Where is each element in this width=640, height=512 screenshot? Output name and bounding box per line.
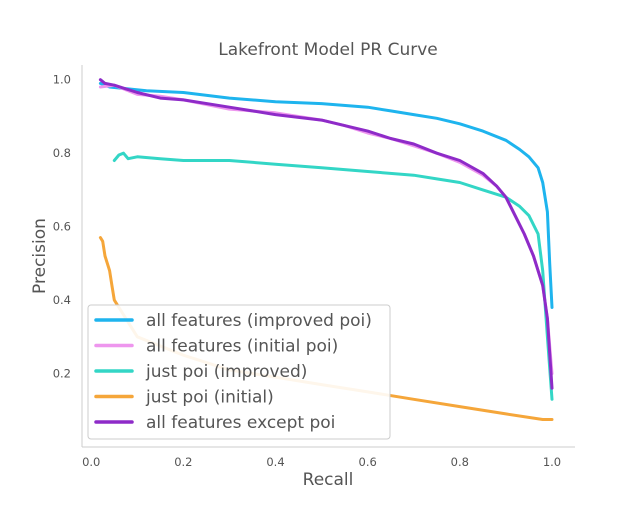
series-line-1: [98, 81, 554, 309]
legend-label: all features except poi: [146, 413, 335, 433]
y-tick-label: 0.4: [53, 293, 71, 307]
axes: [81, 65, 575, 448]
chart-title: Lakefront Model PR Curve: [218, 40, 438, 60]
y-tick-label: 0.8: [53, 146, 71, 160]
x-axis-label: Recall: [303, 470, 354, 490]
series-line-3: [112, 151, 554, 401]
legend-label: just poi (improved): [145, 362, 307, 382]
legend-item: all features except poi: [94, 413, 335, 433]
x-tick-label: 1.0: [543, 455, 561, 469]
y-tick-label: 1.0: [53, 73, 71, 87]
x-tick-label: 0.8: [451, 455, 469, 469]
legend-box: [87, 304, 391, 440]
legend-label: all features (improved poi): [146, 311, 372, 331]
legend-item: just poi (improved): [94, 362, 307, 382]
legend-label: all features (initial poi): [146, 337, 338, 357]
legend-item: all features (initial poi): [94, 337, 338, 357]
legend-item: all features (improved poi): [94, 311, 372, 331]
y-tick-label: 0.2: [53, 367, 71, 381]
x-tick-label: 0.0: [82, 455, 100, 469]
series-line-5: [98, 78, 554, 390]
x-tick-label: 0.2: [174, 455, 192, 469]
y-tick-label: 0.6: [53, 220, 71, 234]
y-axis-label: Precision: [30, 218, 50, 294]
y-tick-labels: 0.2 0.4 0.6 0.8 1.0: [53, 73, 71, 381]
legend-label: just poi (initial): [145, 388, 274, 408]
x-tick-labels: 0.0 0.2 0.4 0.6 0.8 1.0: [82, 455, 561, 469]
x-tick-label: 0.6: [359, 455, 377, 469]
legend-item: just poi (initial): [94, 388, 274, 408]
legend: all features (improved poi) all features …: [87, 304, 391, 440]
x-tick-label: 0.4: [266, 455, 284, 469]
